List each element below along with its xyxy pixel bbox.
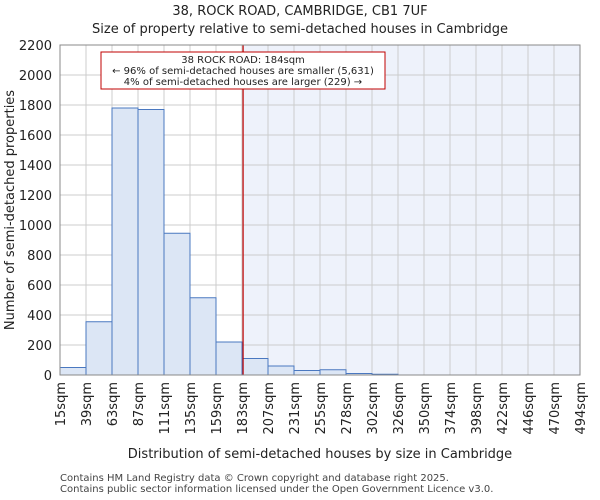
y-tick-label: 1600 — [19, 129, 52, 144]
x-tick-label: 15sqm — [54, 382, 69, 426]
histogram-bar — [267, 365, 295, 376]
y-tick-label: 0 — [44, 369, 52, 384]
x-tick-label: 398sqm — [470, 382, 485, 435]
x-tick-label: 326sqm — [392, 382, 407, 435]
x-tick-label: 255sqm — [314, 382, 329, 435]
y-tick-label: 1400 — [19, 159, 52, 174]
x-tick-label: 470sqm — [548, 382, 563, 435]
chart-title: 38, ROCK ROAD, CAMBRIDGE, CB1 7UF — [172, 4, 428, 19]
y-tick-label: 200 — [27, 339, 52, 354]
x-tick-label: 350sqm — [418, 382, 433, 435]
x-tick-label: 207sqm — [262, 382, 277, 435]
annotation-title: 38 ROCK ROAD: 184sqm — [181, 55, 305, 66]
y-tick-label: 2000 — [19, 69, 52, 84]
y-tick-label: 1000 — [19, 219, 52, 234]
x-tick-label: 87sqm — [132, 382, 147, 426]
histogram-bar — [241, 358, 269, 376]
x-tick-label: 231sqm — [288, 382, 303, 435]
histogram-bar — [59, 367, 87, 376]
histogram-bar — [319, 369, 347, 376]
x-tick-label: 183sqm — [236, 382, 251, 435]
y-tick-label: 600 — [27, 279, 52, 294]
y-tick-label: 1800 — [19, 99, 52, 114]
y-tick-label: 2200 — [19, 39, 52, 54]
x-tick-label: 135sqm — [184, 382, 199, 435]
chart-subtitle: Size of property relative to semi-detach… — [92, 22, 508, 37]
footer-copyright: Contains HM Land Registry data © Crown c… — [60, 473, 449, 484]
histogram-bar — [111, 107, 139, 376]
histogram-bar — [85, 321, 113, 376]
x-tick-label: 494sqm — [574, 382, 589, 435]
x-tick-label: 159sqm — [210, 382, 225, 435]
footer-licence: Contains public sector information licen… — [60, 484, 494, 495]
x-axis-label: Distribution of semi-detached houses by … — [128, 447, 512, 462]
x-tick-label: 39sqm — [80, 382, 95, 426]
histogram-bar — [293, 370, 321, 376]
x-tick-label: 302sqm — [366, 382, 381, 435]
x-tick-label: 63sqm — [106, 382, 121, 426]
annotation-smaller: ← 96% of semi-detached houses are smalle… — [112, 66, 374, 77]
larger-region-shade — [243, 45, 581, 375]
x-tick-label: 111sqm — [158, 382, 173, 435]
y-axis-label: Number of semi-detached properties — [3, 90, 18, 330]
annotation-box — [100, 51, 386, 90]
annotation-larger: 4% of semi-detached houses are larger (2… — [124, 77, 362, 88]
histogram-bar — [163, 232, 191, 376]
x-tick-label: 422sqm — [496, 382, 511, 435]
histogram-bar — [137, 109, 165, 376]
x-tick-label: 278sqm — [340, 382, 355, 435]
histogram-bar — [189, 297, 217, 376]
x-tick-label: 374sqm — [444, 382, 459, 435]
y-tick-label: 800 — [27, 249, 52, 264]
plot-frame — [59, 44, 581, 376]
histogram-bar — [215, 341, 243, 376]
y-tick-label: 400 — [27, 309, 52, 324]
y-tick-label: 1200 — [19, 189, 52, 204]
x-tick-label: 446sqm — [522, 382, 537, 435]
